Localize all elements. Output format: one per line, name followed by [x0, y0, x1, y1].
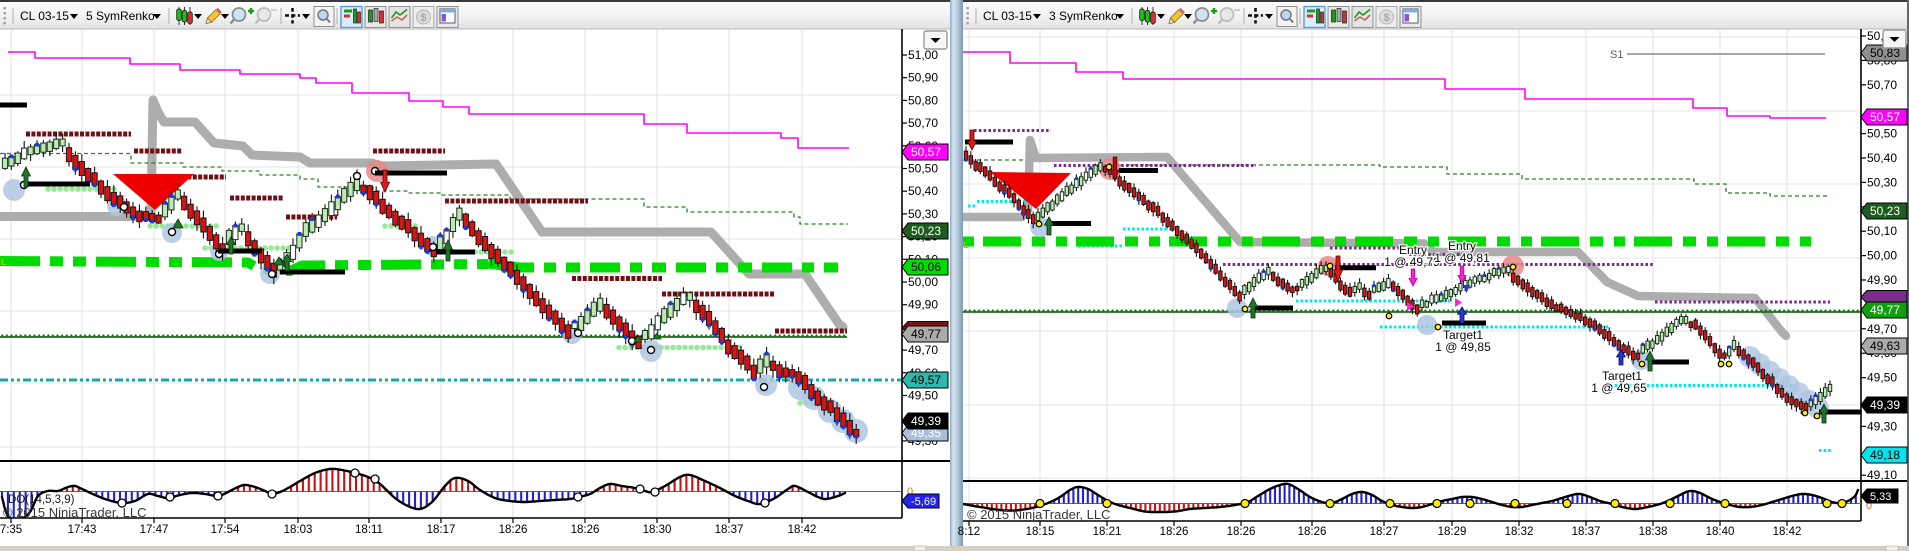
svg-text:1 @ 49,79: 1 @ 49,79 [1384, 255, 1440, 269]
svg-text:18:21: 18:21 [1093, 526, 1122, 538]
svg-text:49,63: 49,63 [1870, 339, 1900, 353]
svg-text:18:26: 18:26 [571, 524, 600, 536]
svg-text:51,00: 51,00 [908, 48, 938, 62]
svg-text:17:47: 17:47 [140, 524, 169, 536]
svg-text:0: 0 [1866, 500, 1872, 512]
svg-text:18:26: 18:26 [1298, 526, 1327, 538]
svg-text:18:40: 18:40 [1706, 526, 1735, 538]
svg-text:5 SymRenko: 5 SymRenko [86, 9, 155, 23]
svg-text:18:32: 18:32 [1505, 526, 1534, 538]
svg-text:18:29: 18:29 [1438, 526, 1467, 538]
svg-text:CL 03-15: CL 03-15 [20, 9, 69, 23]
svg-text:18:17: 18:17 [427, 524, 456, 536]
svg-text:50,57: 50,57 [911, 145, 941, 159]
svg-text:Entry: Entry [1399, 243, 1427, 257]
svg-text:50,06: 50,06 [911, 260, 941, 274]
svg-text:18:03: 18:03 [284, 524, 313, 536]
svg-text:17:54: 17:54 [211, 524, 240, 536]
svg-text:49,57: 49,57 [911, 373, 941, 387]
svg-text:18:30: 18:30 [643, 524, 672, 536]
svg-text:49,90: 49,90 [908, 298, 938, 312]
svg-text:18:15: 18:15 [1026, 526, 1055, 538]
svg-text:18:26: 18:26 [499, 524, 528, 536]
svg-text:18:26: 18:26 [1160, 526, 1189, 538]
svg-text:S1: S1 [1610, 49, 1623, 61]
svg-text:DO(14,5,3,9): DO(14,5,3,9) [8, 494, 75, 506]
svg-text:50,90: 50,90 [908, 71, 938, 85]
svg-text:18:42: 18:42 [788, 524, 817, 536]
svg-text:Target1: Target1 [1602, 369, 1642, 383]
svg-text:L: L [963, 240, 969, 251]
svg-text:50,70: 50,70 [1867, 78, 1897, 92]
svg-text:-5,69: -5,69 [911, 496, 936, 508]
svg-text:18:37: 18:37 [715, 524, 744, 536]
svg-text:3 SymRenko: 3 SymRenko [1049, 9, 1118, 23]
svg-text:50,30: 50,30 [1867, 175, 1897, 189]
svg-text:$: $ [421, 12, 427, 24]
svg-text:1 @ 49,85: 1 @ 49,85 [1435, 340, 1491, 354]
svg-text:Target1: Target1 [1443, 328, 1483, 342]
svg-text:49,90: 49,90 [1867, 273, 1897, 287]
svg-text:49,50: 49,50 [908, 389, 938, 403]
svg-text:© 2015 NinjaTrader, LLC: © 2015 NinjaTrader, LLC [967, 507, 1111, 522]
svg-text:49,30: 49,30 [1867, 419, 1897, 433]
svg-text:50,30: 50,30 [908, 207, 938, 221]
svg-text:50,10: 50,10 [1867, 224, 1897, 238]
svg-text:17:43: 17:43 [68, 524, 97, 536]
svg-text:49,39: 49,39 [911, 414, 941, 428]
svg-text:50,00: 50,00 [1867, 249, 1897, 263]
svg-text:5,33: 5,33 [1870, 491, 1891, 503]
svg-text:50,00: 50,00 [908, 275, 938, 289]
svg-text:50,23: 50,23 [911, 224, 941, 238]
svg-text:50,40: 50,40 [1867, 151, 1897, 165]
svg-text:50,40: 50,40 [908, 184, 938, 198]
svg-text:49,50: 49,50 [1867, 371, 1897, 385]
svg-text:49,77: 49,77 [911, 327, 941, 341]
svg-text:18:27: 18:27 [1370, 526, 1399, 538]
svg-text:50,70: 50,70 [908, 116, 938, 130]
svg-text:18:42: 18:42 [1773, 526, 1802, 538]
svg-text:© 2015 NinjaTrader, LLC: © 2015 NinjaTrader, LLC [3, 505, 147, 520]
svg-text:50,80: 50,80 [908, 93, 938, 107]
svg-text:50,50: 50,50 [1867, 127, 1897, 141]
svg-text:49,70: 49,70 [1867, 322, 1897, 336]
svg-text:50,57: 50,57 [1870, 110, 1900, 124]
svg-text:18:37: 18:37 [1572, 526, 1601, 538]
svg-text:50,23: 50,23 [1870, 204, 1900, 218]
svg-text:0: 0 [907, 486, 913, 498]
svg-text:18:11: 18:11 [355, 524, 383, 536]
svg-text:49,18: 49,18 [1870, 448, 1900, 462]
svg-text:49,39: 49,39 [1870, 398, 1900, 412]
svg-text:7:35: 7:35 [0, 524, 22, 536]
svg-text:49,70: 49,70 [908, 343, 938, 357]
svg-text:8:12: 8:12 [958, 526, 980, 538]
svg-text:49,10: 49,10 [1867, 468, 1897, 482]
svg-text:18:26: 18:26 [1227, 526, 1256, 538]
svg-text:50,50: 50,50 [908, 162, 938, 176]
svg-text:50,83: 50,83 [1870, 46, 1900, 60]
svg-text:1 @ 49,81: 1 @ 49,81 [1434, 251, 1490, 265]
svg-text:CL 03-15: CL 03-15 [983, 9, 1032, 23]
svg-text:18:38: 18:38 [1639, 526, 1668, 538]
svg-text:Entry: Entry [1448, 239, 1476, 253]
svg-text:49,77: 49,77 [1870, 303, 1900, 317]
svg-text:$: $ [1384, 12, 1390, 24]
svg-text:L: L [1, 257, 7, 268]
svg-text:1 @ 49,65: 1 @ 49,65 [1591, 381, 1647, 395]
